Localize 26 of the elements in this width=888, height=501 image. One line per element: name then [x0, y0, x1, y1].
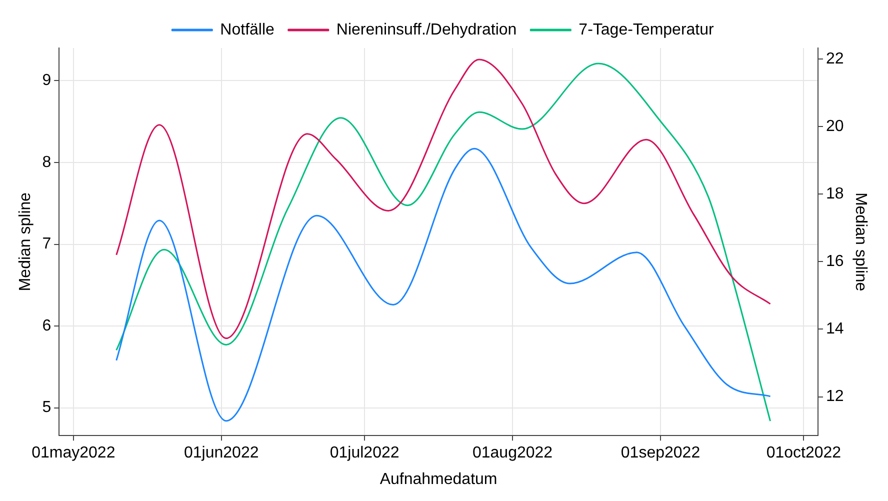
legend-label: Notfälle — [220, 21, 275, 38]
x-axis-title: Aufnahmedatum — [380, 470, 498, 488]
y-tick-label: 8 — [42, 154, 52, 171]
x-tick-label: 01sep2022 — [620, 444, 700, 462]
x-tick-label: 01oct2022 — [766, 444, 842, 462]
x-tick-label: 01aug2022 — [472, 444, 553, 462]
y2-axis-title: Median spline — [852, 192, 869, 292]
y2-tick-label: 14 — [826, 320, 844, 338]
y2-tick-label: 18 — [826, 186, 844, 203]
line-series — [116, 148, 772, 422]
line-series — [116, 62, 772, 422]
y-tick-label: 5 — [42, 399, 52, 416]
y-tick-label: 6 — [42, 317, 52, 334]
y2-tick-label: 12 — [826, 388, 844, 406]
y2-tick-label: 22 — [826, 50, 844, 68]
y2-tick-label: 20 — [826, 118, 844, 136]
y2-tick-label: 16 — [826, 253, 844, 270]
legend-label: 7-Tage-Temperatur — [578, 21, 715, 38]
line-series — [116, 58, 772, 340]
x-tick-label: 01jul2022 — [330, 444, 400, 462]
y-tick-label: 9 — [42, 72, 52, 90]
x-tick-label: 01may2022 — [32, 444, 116, 462]
legend-label: Niereninsuff./Dehydration — [336, 21, 517, 38]
y-axis-title: Median spline — [17, 192, 34, 292]
x-tick-label: 01jun2022 — [184, 444, 259, 462]
y-tick-label: 7 — [42, 236, 52, 253]
